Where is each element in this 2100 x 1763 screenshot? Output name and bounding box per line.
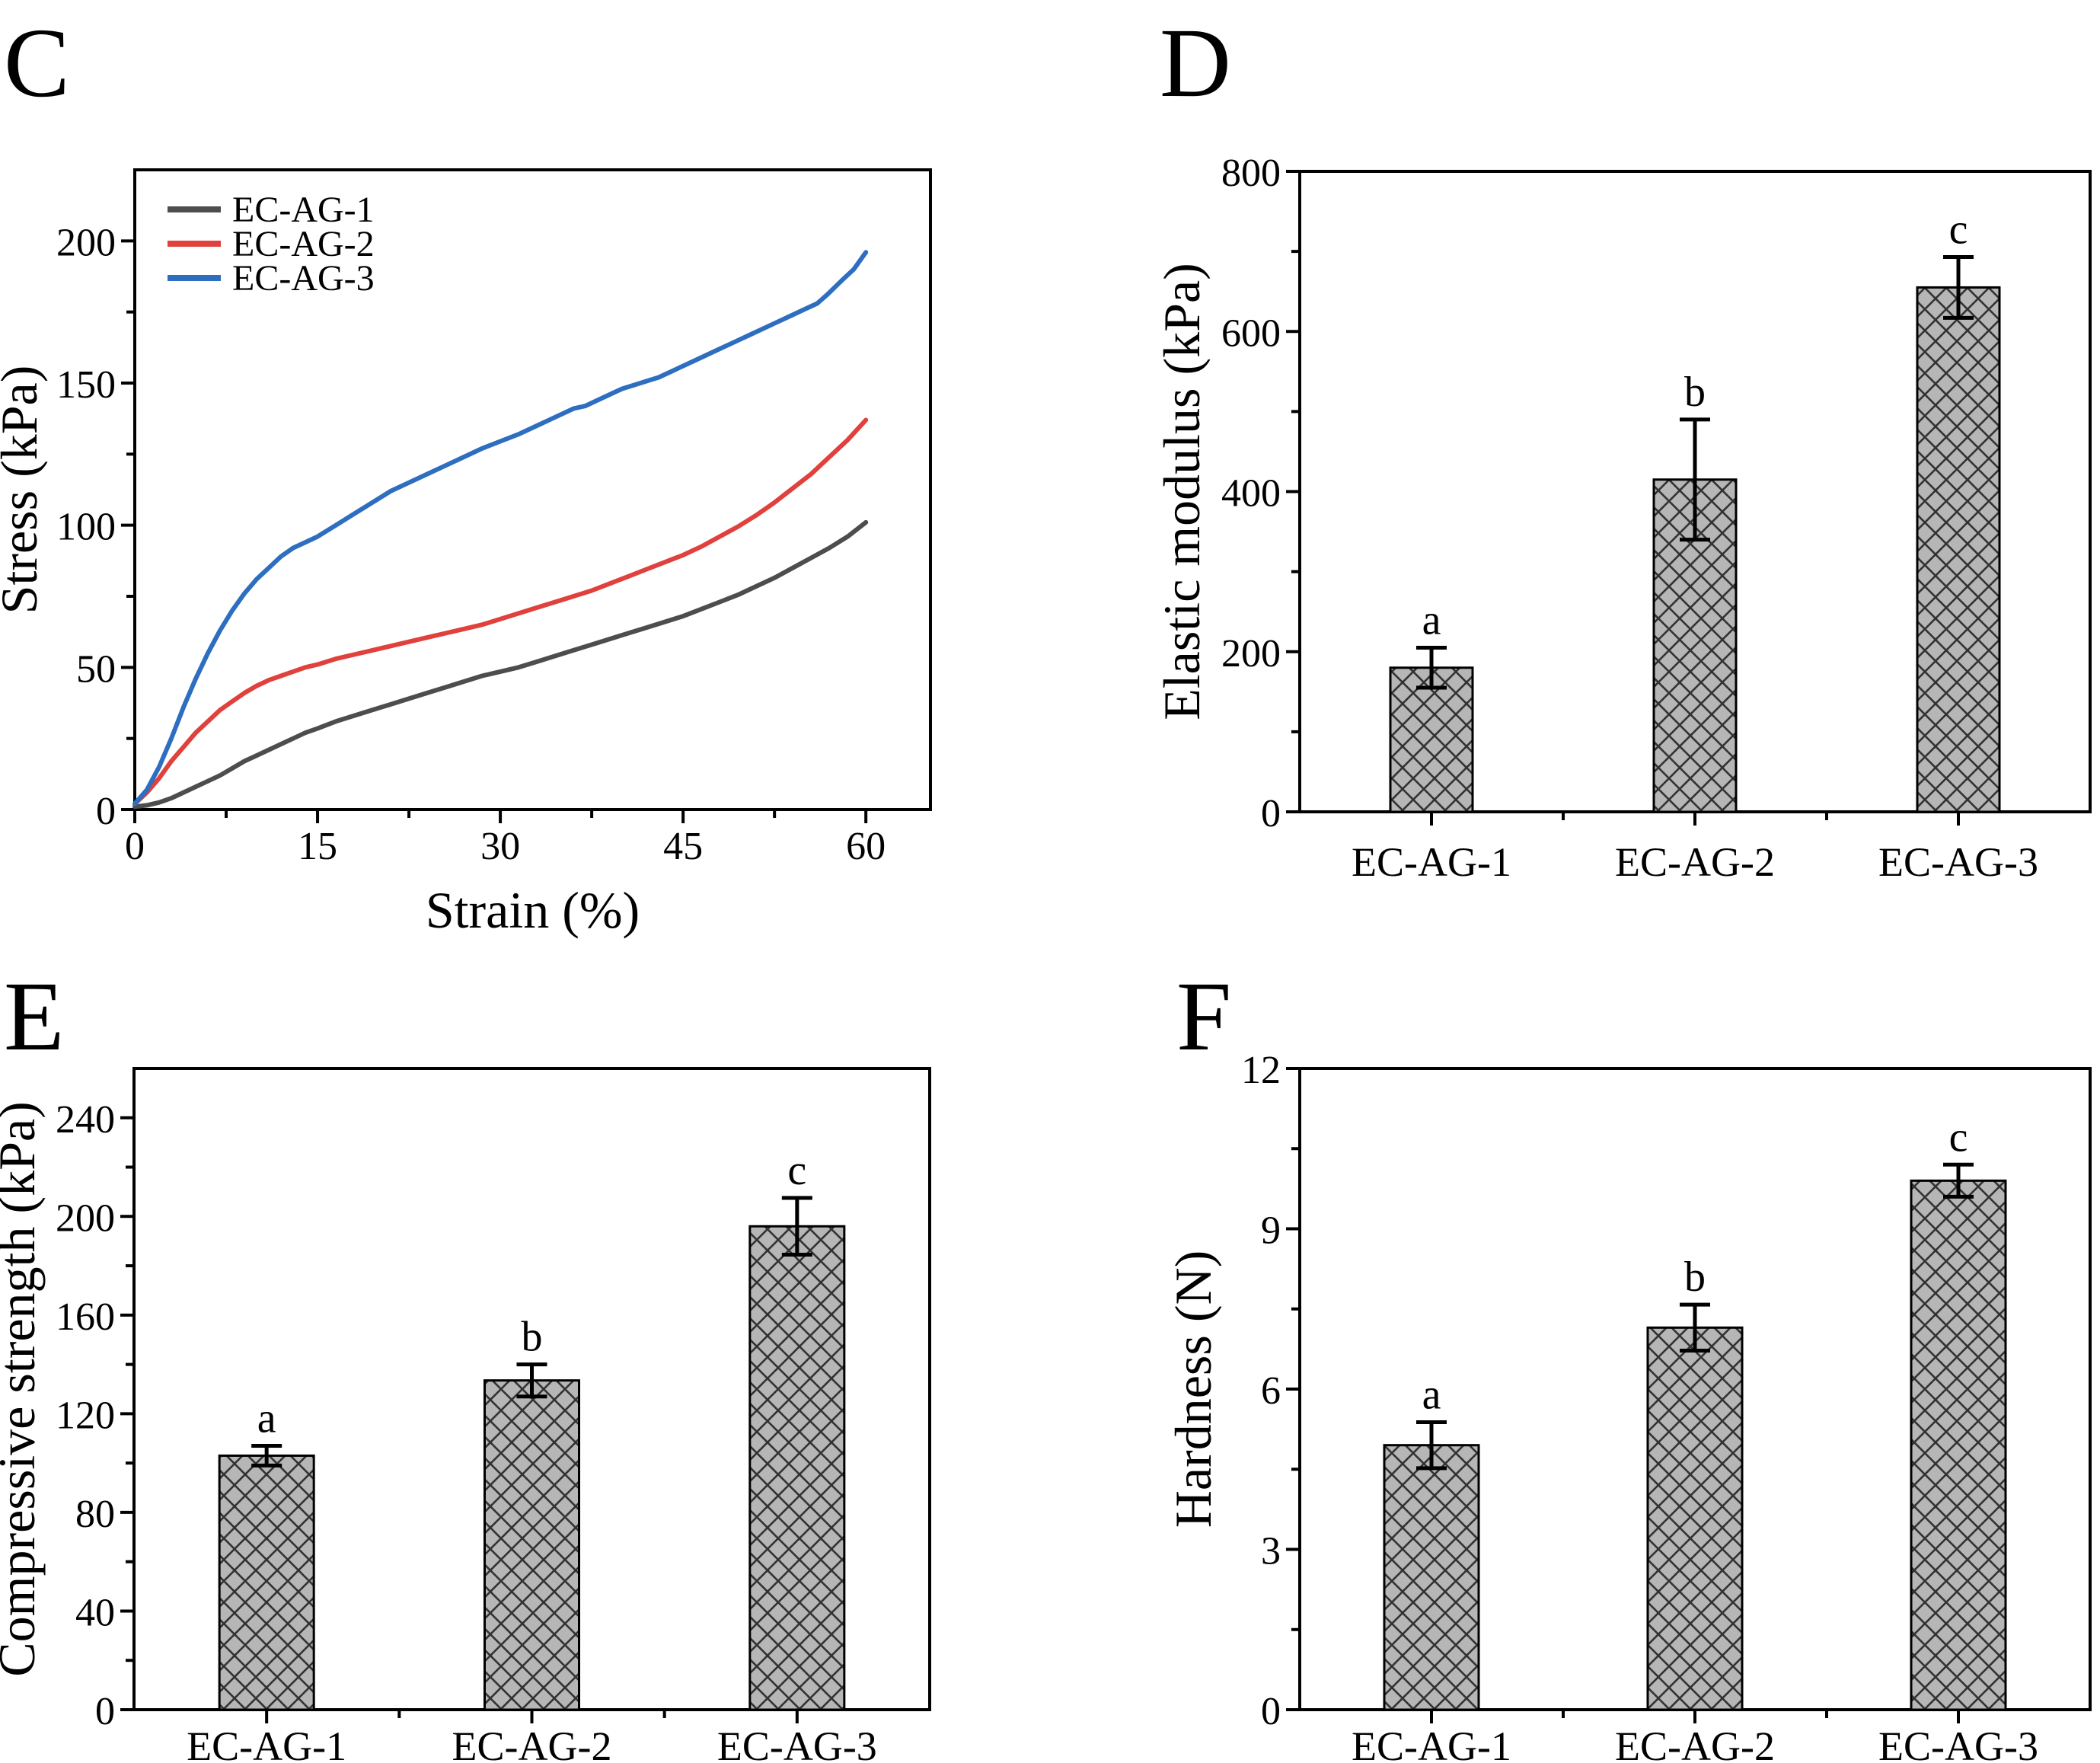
y-tick-label: 100 [56, 506, 116, 549]
panel-label-f: F [1176, 962, 1232, 1072]
y-tick-label: 12 [1241, 1049, 1281, 1092]
series-line-EC-AG-1 [132, 519, 869, 810]
bar-EC-AG-3 [1910, 1179, 2007, 1711]
y-tick-label: 400 [1221, 472, 1281, 516]
y-axis: 0 200 400 600 800 [1221, 152, 1300, 835]
error-bar [1416, 645, 1447, 690]
y-tick-label: 120 [56, 1394, 115, 1437]
panel-f-hardness-chart: 0 3 6 9 12 Hardness (N) EC-AG-1 EC-AG-2 EC-AG-3 a… [1164, 1049, 2092, 1763]
bar-EC-AG-1 [1383, 1444, 1480, 1711]
error-bar [1943, 254, 1974, 320]
bar-EC-AG-2 [484, 1379, 580, 1711]
significance-letter: a [257, 1394, 276, 1442]
y-tick-label: 160 [56, 1295, 115, 1339]
x-tick-label: 30 [480, 825, 520, 868]
panel-label-e: E [4, 962, 65, 1072]
y-tick-label: 600 [1221, 311, 1281, 355]
y-axis: 0 50 100 150 200 [56, 221, 135, 833]
y-tick-label: 200 [56, 221, 116, 264]
category-label: EC-AG-2 [1615, 1723, 1775, 1763]
bar-EC-AG-3 [748, 1225, 846, 1711]
category-label: EC-AG-2 [452, 1723, 612, 1763]
panel-label-d: D [1160, 8, 1231, 118]
category-label: EC-AG-1 [1352, 1723, 1511, 1763]
panel-d-elastic-modulus-chart: 0 200 400 600 800 Elastic modulus (kPa) EC-AG-… [1153, 152, 2092, 885]
y-tick-label: 50 [76, 647, 116, 691]
bar-EC-AG-1 [1389, 666, 1474, 813]
category-label: EC-AG-2 [1615, 839, 1775, 885]
error-bar [1680, 1302, 1710, 1353]
error-bar [1680, 417, 1710, 542]
x-tick-label: 60 [846, 825, 886, 868]
x-tick-label: 45 [663, 825, 703, 868]
plot-frame [133, 168, 932, 811]
y-axis-title: Elastic modulus (kPa) [1153, 263, 1211, 720]
y-axis: 0 40 80 120 160 200 240 [56, 1098, 134, 1733]
error-bar [516, 1362, 547, 1399]
x-axis: EC-AG-1 EC-AG-2 EC-AG-3 [1352, 812, 2038, 885]
panel-label-c: C [4, 8, 70, 118]
error-bar [781, 1196, 812, 1257]
category-label: EC-AG-1 [187, 1723, 346, 1763]
legend-label: EC-AG-2 [232, 224, 375, 264]
significance-letter: c [1949, 206, 1968, 253]
y-tick-label: 0 [1261, 792, 1281, 835]
y-tick-label: 9 [1261, 1209, 1281, 1253]
legend-item: EC-AG-1 [168, 190, 375, 230]
y-axis-title: Stress (kPa) [0, 366, 48, 615]
category-label: EC-AG-3 [1878, 1723, 2038, 1763]
y-tick-label: 240 [56, 1098, 115, 1142]
y-axis-title: Compressive strength (kPa) [0, 1101, 46, 1676]
y-tick-label: 0 [1261, 1690, 1281, 1733]
significance-letter: c [1949, 1113, 1968, 1161]
y-tick-label: 6 [1261, 1369, 1281, 1413]
legend: EC-AG-1EC-AG-2EC-AG-3 [168, 190, 375, 299]
category-label: EC-AG-3 [717, 1723, 877, 1763]
category-label: EC-AG-1 [1352, 839, 1511, 885]
x-axis: EC-AG-1 EC-AG-2 EC-AG-3 [187, 1710, 877, 1763]
panel-c-stress-strain-chart: 0 50 100 150 200 Stress (kPa) 0 15 30 45 60 Strain … [0, 168, 932, 939]
y-tick-label: 0 [96, 790, 116, 833]
y-tick-label: 40 [75, 1591, 115, 1634]
significance-letter: b [522, 1314, 543, 1361]
significance-letter: b [1684, 1254, 1706, 1301]
error-bar [1943, 1162, 1974, 1199]
y-tick-label: 200 [56, 1196, 115, 1240]
y-tick-label: 3 [1261, 1530, 1281, 1573]
x-tick-label: 0 [125, 825, 145, 868]
x-axis: 0 15 30 45 60 [125, 810, 886, 868]
significance-letter: a [1422, 1372, 1441, 1419]
significance-letter: c [787, 1147, 806, 1194]
significance-letter: b [1684, 369, 1706, 416]
error-bar [251, 1443, 282, 1468]
y-tick-label: 80 [75, 1493, 115, 1536]
error-bar [1416, 1420, 1447, 1471]
legend-item: EC-AG-2 [168, 224, 375, 264]
category-label: EC-AG-3 [1878, 839, 2038, 885]
y-tick-label: 0 [95, 1690, 115, 1733]
y-axis-title: Hardness (N) [1164, 1250, 1222, 1528]
series-line-EC-AG-3 [132, 250, 869, 806]
bar-EC-AG-1 [218, 1454, 315, 1711]
x-axis-title: Strain (%) [426, 881, 640, 939]
bar-EC-AG-2 [1646, 1326, 1744, 1711]
legend-label: EC-AG-1 [232, 190, 375, 230]
y-tick-label: 150 [56, 363, 116, 407]
y-tick-label: 200 [1221, 632, 1281, 675]
series-line-EC-AG-2 [132, 417, 869, 806]
bar-EC-AG-3 [1916, 286, 2001, 813]
legend-label: EC-AG-3 [232, 258, 375, 299]
x-axis: EC-AG-1 EC-AG-2 EC-AG-3 [1352, 1710, 2038, 1763]
legend-item: EC-AG-3 [168, 258, 375, 299]
y-tick-label: 800 [1221, 152, 1281, 195]
significance-letter: a [1422, 596, 1441, 644]
x-tick-label: 15 [298, 825, 337, 868]
y-axis: 0 3 6 9 12 [1241, 1049, 1300, 1733]
